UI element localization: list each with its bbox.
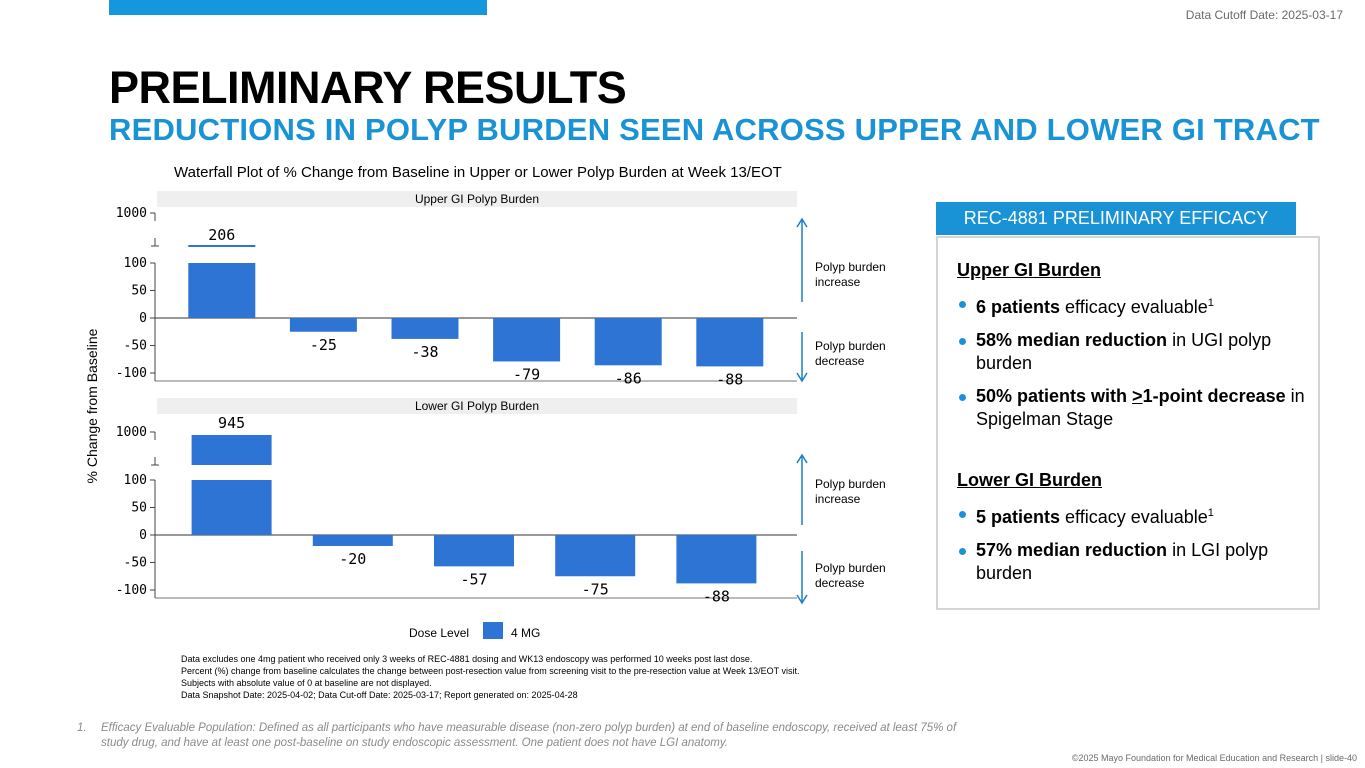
y-tick-label: 100: [124, 256, 147, 271]
cutoff-date: Data Cutoff Date: 2025-03-17: [1185, 8, 1343, 22]
bar: [676, 535, 757, 584]
y-tick-label: 0: [139, 528, 147, 543]
list-item: 6 patients efficacy evaluable1: [957, 292, 1317, 319]
page-title: PRELIMINARY RESULTS: [109, 62, 627, 113]
bar-value-label: -20: [339, 550, 366, 568]
note-line: Data excludes one 4mg patient who receiv…: [181, 654, 753, 664]
list-item: 50% patients with >1-point decrease in S…: [957, 385, 1317, 431]
page-subtitle: REDUCTIONS IN POLYP BURDEN SEEN ACROSS U…: [109, 112, 1320, 147]
y-tick-label: 0: [139, 311, 147, 326]
top-accent-bar: [109, 0, 487, 15]
legend-label: 4 MG: [511, 626, 541, 640]
y-tick-label: 100: [124, 473, 147, 488]
list-item: 58% median reduction in UGI polyp burden: [957, 329, 1317, 375]
list-item: 57% median reduction in LGI polyp burden: [957, 539, 1317, 585]
bar-value-label: -57: [460, 570, 487, 588]
increase-arrow-head: [796, 453, 808, 464]
bar: [188, 263, 256, 318]
bar-value-label: -88: [703, 587, 730, 605]
y-tick-label: 50: [131, 501, 147, 516]
bar: [555, 535, 636, 577]
upper-burden-title: Upper GI Burden: [957, 260, 1102, 280]
bar-value-label: -86: [615, 369, 642, 387]
bar: [391, 318, 459, 339]
bar-value-label: -75: [582, 580, 609, 598]
list-item: 5 patients efficacy evaluable1: [957, 502, 1317, 529]
legend-title: Dose Level: [409, 626, 470, 640]
bar: [493, 318, 561, 362]
decrease-arrow-head: [796, 372, 808, 383]
lower-panel-header: Lower GI Polyp Burden: [157, 398, 797, 414]
lower-burden-title: Lower GI Burden: [957, 470, 1103, 490]
footnote: 1. Efficacy Evaluable Population: Define…: [77, 721, 957, 751]
upper-panel-header: Upper GI Polyp Burden: [157, 191, 797, 207]
upper-decrease-label: Polyp burden decrease: [815, 339, 886, 368]
bar-value-label: -88: [716, 370, 743, 388]
bar-value-label: -79: [513, 365, 540, 383]
y-tick-label: -100: [116, 366, 147, 381]
footnote-text: Efficacy Evaluable Population: Defined a…: [101, 722, 957, 749]
bar: [696, 318, 764, 367]
lower-decrease-label: Polyp burden decrease: [815, 561, 886, 590]
lower-burden-list: 5 patients efficacy evaluable1 57% media…: [957, 502, 1317, 595]
footnote-number: 1.: [77, 722, 87, 734]
decrease-arrow-head: [796, 594, 808, 605]
note-line: Data Snapshot Date: 2025-04-02; Data Cut…: [181, 690, 578, 700]
efficacy-header: REC-4881 PRELIMINARY EFFICACY: [936, 202, 1296, 235]
bar: [191, 480, 272, 535]
bar: [434, 535, 514, 567]
bar-value-label: -38: [411, 343, 438, 361]
upper-burden-list: 6 patients efficacy evaluable1 58% media…: [957, 292, 1317, 441]
chart-title: Waterfall Plot of % Change from Baseline…: [174, 164, 782, 181]
chart-notes: Data excludes one 4mg patient who receiv…: [181, 653, 821, 701]
lower-increase-label: Polyp burden increase: [815, 477, 886, 506]
y-tick-label: 50: [131, 284, 147, 299]
bar: [312, 535, 393, 546]
y-tick-label: -50: [124, 339, 147, 354]
copyright: ©2025 Mayo Foundation for Medical Educat…: [1071, 753, 1357, 763]
bar-value-label: -25: [310, 336, 337, 354]
legend-swatch: [483, 622, 503, 639]
increase-arrow-head: [796, 217, 808, 228]
efficacy-box: [936, 236, 1320, 610]
bar-value-label: 945: [218, 414, 245, 432]
bar: [594, 318, 662, 366]
bar-value-label: 206: [208, 226, 235, 244]
y-tick-label: 1000: [116, 206, 147, 221]
bar: [289, 318, 357, 332]
y-tick-label: -100: [116, 583, 147, 598]
y-tick-label: 1000: [116, 425, 147, 440]
bar-extension: [191, 435, 272, 465]
y-tick-label: -50: [124, 556, 147, 571]
note-line: Percent (%) change from baseline calcula…: [181, 666, 800, 688]
upper-increase-label: Polyp burden increase: [815, 260, 886, 289]
